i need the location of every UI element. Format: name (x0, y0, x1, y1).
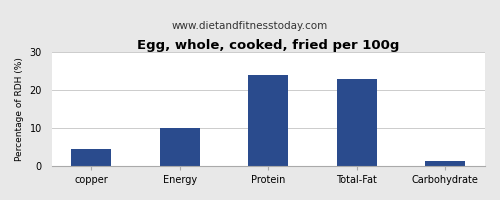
Bar (337, 79, 377, 166)
Bar (160, 128, 200, 166)
Bar (426, 161, 466, 166)
Title: Egg, whole, cooked, fried per 100g: Egg, whole, cooked, fried per 100g (137, 39, 400, 52)
Bar (72, 149, 111, 166)
Bar (248, 75, 288, 166)
Text: www.dietandfitnesstoday.com: www.dietandfitnesstoday.com (172, 21, 328, 31)
Y-axis label: Percentage of RDH (%): Percentage of RDH (%) (15, 57, 24, 161)
